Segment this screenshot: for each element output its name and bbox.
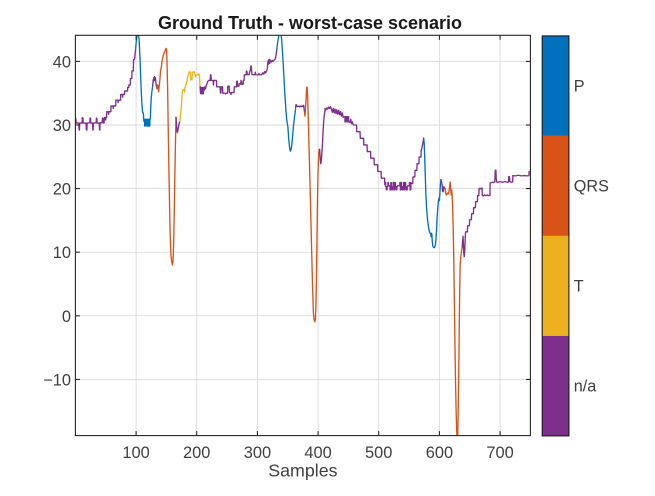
svg-text:n/a: n/a xyxy=(574,377,597,395)
svg-text:10: 10 xyxy=(53,244,71,262)
svg-text:Ground Truth - worst-case scen: Ground Truth - worst-case scenario xyxy=(158,13,462,33)
svg-text:700: 700 xyxy=(486,444,513,462)
svg-text:T: T xyxy=(574,277,584,295)
svg-text:−10: −10 xyxy=(43,371,71,389)
svg-text:200: 200 xyxy=(183,444,210,462)
svg-text:30: 30 xyxy=(53,117,71,135)
svg-text:Samples: Samples xyxy=(268,461,337,481)
svg-text:0: 0 xyxy=(62,308,71,326)
svg-text:P: P xyxy=(574,77,585,95)
svg-text:100: 100 xyxy=(122,444,149,462)
svg-text:300: 300 xyxy=(244,444,271,462)
svg-text:20: 20 xyxy=(53,181,71,199)
svg-text:QRS: QRS xyxy=(574,177,609,195)
svg-text:40: 40 xyxy=(53,53,71,71)
svg-text:400: 400 xyxy=(304,444,331,462)
svg-text:600: 600 xyxy=(426,444,453,462)
svg-text:500: 500 xyxy=(365,444,392,462)
